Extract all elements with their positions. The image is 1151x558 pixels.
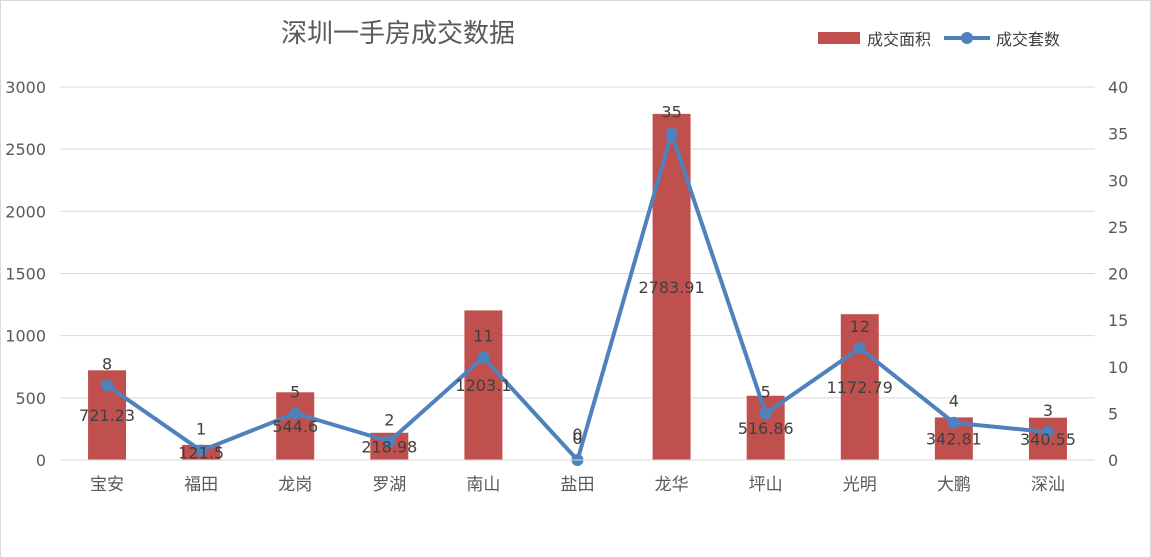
bar-area xyxy=(276,392,315,460)
legend: 成交面积 成交套数 xyxy=(818,30,1060,49)
line-value-label: 1 xyxy=(196,420,206,439)
bar-value-label: 516.86 xyxy=(738,419,794,438)
line-value-label: 35 xyxy=(661,103,681,122)
bar-value-label: 0 xyxy=(572,425,582,444)
y-right-tick-label: 30 xyxy=(1108,171,1128,190)
axes: 0500100015002000250030000510152025303540… xyxy=(5,78,1128,495)
line-value-label: 5 xyxy=(761,382,771,401)
bar-value-label: 1172.79 xyxy=(827,378,893,397)
legend-swatch-count-marker xyxy=(961,32,973,44)
data-labels: 721.23 121.5 544.6 218.98 1203.1 0 2783.91 516.… xyxy=(79,103,1076,463)
bar-value-label: 721.23 xyxy=(79,406,135,425)
y-right-tick-label: 0 xyxy=(1108,451,1118,470)
line-value-label: 12 xyxy=(850,317,870,336)
y-right-tick-label: 35 xyxy=(1108,125,1128,144)
line-value-label: 4 xyxy=(949,392,959,411)
line-marker xyxy=(1041,426,1054,439)
line-series xyxy=(101,127,1054,466)
y-right-tick-label: 40 xyxy=(1108,78,1128,97)
y-right-tick-label: 10 xyxy=(1108,358,1128,377)
legend-swatch-area xyxy=(818,32,860,44)
y-right-tick-label: 15 xyxy=(1108,311,1128,330)
line-marker xyxy=(759,407,772,420)
bar-value-label: 340.55 xyxy=(1020,430,1076,449)
x-category-label: 深汕 xyxy=(1031,475,1065,495)
x-category-label: 龙岗 xyxy=(278,475,312,495)
legend-label-count: 成交套数 xyxy=(996,30,1060,49)
line-value-label: 2 xyxy=(384,410,394,429)
bar-area xyxy=(464,310,503,460)
line-value-label: 3 xyxy=(1043,401,1053,420)
x-category-label: 盐田 xyxy=(561,475,595,495)
bar-area xyxy=(840,314,879,460)
line-marker xyxy=(289,407,302,420)
y-left-tick-label: 3000 xyxy=(5,78,46,97)
line-marker xyxy=(101,379,114,392)
x-category-label: 坪山 xyxy=(749,475,783,495)
line-marker xyxy=(383,435,396,448)
line-marker xyxy=(853,342,866,355)
x-category-label: 宝安 xyxy=(90,475,124,495)
bar-series xyxy=(88,113,1067,460)
x-category-label: 龙华 xyxy=(655,475,689,495)
x-category-label: 南山 xyxy=(466,475,500,495)
line-value-label: 8 xyxy=(102,354,112,373)
bar-value-label: 121.5 xyxy=(178,443,224,462)
y-left-tick-label: 2000 xyxy=(5,202,46,221)
bar-value-label: 2783.91 xyxy=(639,278,705,297)
line-marker xyxy=(195,444,208,457)
x-category-label: 罗湖 xyxy=(372,475,406,495)
bar-area xyxy=(1028,417,1067,460)
x-category-label: 福田 xyxy=(184,475,218,495)
x-category-label: 光明 xyxy=(843,475,877,495)
chart-title: 深圳一手房成交数据 xyxy=(281,19,515,49)
bar-value-label: 218.98 xyxy=(361,437,417,456)
bar-value-label: 544.6 xyxy=(272,417,318,436)
line-value-label: 0 xyxy=(572,429,582,448)
y-left-tick-label: 1500 xyxy=(5,265,46,284)
y-left-tick-label: 2500 xyxy=(5,140,46,159)
y-left-tick-label: 1000 xyxy=(5,327,46,346)
bar-value-label: 342.81 xyxy=(926,430,982,449)
line-value-label: 5 xyxy=(290,382,300,401)
gridlines xyxy=(60,86,1095,399)
line-marker xyxy=(947,416,960,429)
y-right-tick-label: 20 xyxy=(1108,265,1128,284)
y-right-tick-label: 25 xyxy=(1108,218,1128,237)
y-left-tick-label: 0 xyxy=(36,451,46,470)
legend-label-area: 成交面积 xyxy=(867,30,931,49)
line-marker xyxy=(665,127,678,140)
y-left-tick-label: 500 xyxy=(15,389,46,408)
line-value-label: 11 xyxy=(473,326,493,345)
line-count xyxy=(105,131,1049,462)
line-marker xyxy=(477,351,490,364)
x-category-label: 大鹏 xyxy=(937,475,971,495)
y-right-tick-label: 5 xyxy=(1108,404,1118,423)
bar-value-label: 1203.1 xyxy=(455,376,511,395)
